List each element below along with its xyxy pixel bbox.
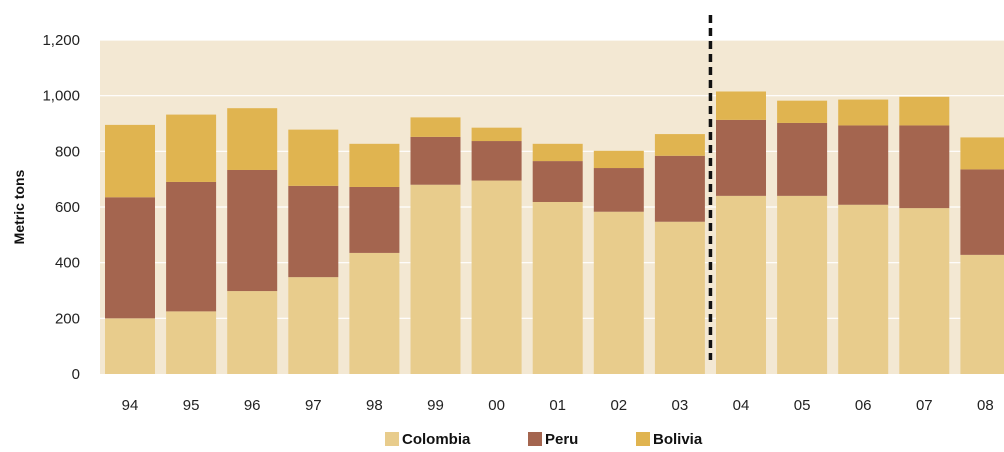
bar-colombia-95 — [166, 311, 217, 374]
bar-bolivia-02 — [593, 150, 644, 169]
bar-colombia-08 — [960, 254, 1004, 374]
bar-bolivia-95 — [166, 114, 217, 182]
legend-label-colombia: Colombia — [402, 431, 471, 448]
bar-colombia-98 — [349, 252, 400, 374]
y-axis-ticks: 0 200 400 600 800 1,000 1,200 — [42, 32, 80, 383]
x-tick-label: 06 — [855, 397, 872, 414]
bar-colombia-02 — [593, 211, 644, 374]
y-tick-label: 400 — [55, 255, 80, 272]
bar-bolivia-99 — [410, 117, 461, 137]
y-tick-label: 600 — [55, 199, 80, 216]
y-tick-label: 800 — [55, 143, 80, 160]
bar-colombia-04 — [716, 195, 766, 374]
bar-colombia-03 — [654, 221, 705, 374]
bar-peru-96 — [227, 169, 278, 292]
bar-peru-03 — [654, 155, 705, 222]
bar-peru-04 — [716, 119, 766, 196]
y-tick-label: 0 — [72, 366, 80, 383]
y-axis-title: Metric tons — [11, 169, 27, 244]
legend-swatch-peru — [528, 432, 542, 446]
x-tick-label: 96 — [244, 397, 261, 414]
bar-colombia-94 — [105, 318, 155, 374]
bar-peru-98 — [349, 186, 400, 253]
bar-colombia-00 — [471, 180, 522, 374]
bar-bolivia-07 — [899, 96, 950, 126]
x-tick-label: 00 — [488, 397, 505, 414]
bar-bolivia-04 — [716, 91, 766, 120]
bar-peru-95 — [166, 181, 217, 312]
bar-bolivia-97 — [288, 129, 339, 186]
bar-peru-01 — [532, 161, 583, 202]
bar-bolivia-98 — [349, 143, 400, 187]
bar-peru-06 — [838, 125, 889, 205]
legend-swatch-bolivia — [636, 432, 650, 446]
bar-bolivia-08 — [960, 137, 1004, 170]
y-tick-label: 200 — [55, 310, 80, 327]
bar-bolivia-03 — [654, 134, 705, 156]
bar-bolivia-96 — [227, 108, 278, 170]
x-tick-label: 08 — [977, 397, 994, 414]
bars — [105, 91, 1004, 374]
bar-peru-99 — [410, 136, 461, 185]
bar-colombia-97 — [288, 277, 339, 374]
bar-colombia-99 — [410, 184, 461, 374]
legend: Colombia Peru Bolivia — [385, 431, 703, 448]
bar-colombia-06 — [838, 204, 889, 374]
x-tick-label: 03 — [672, 397, 689, 414]
bar-bolivia-06 — [838, 99, 889, 126]
y-tick-label: 1,000 — [42, 88, 80, 105]
bar-colombia-96 — [227, 291, 278, 374]
bar-peru-00 — [471, 141, 522, 181]
bar-colombia-05 — [777, 195, 828, 374]
x-tick-label: 07 — [916, 397, 933, 414]
bar-bolivia-00 — [471, 127, 522, 142]
x-tick-label: 01 — [549, 397, 566, 414]
x-tick-label: 05 — [794, 397, 811, 414]
bar-peru-02 — [593, 168, 644, 212]
legend-label-bolivia: Bolivia — [653, 431, 703, 448]
legend-swatch-colombia — [385, 432, 399, 446]
bar-peru-05 — [777, 122, 828, 196]
bar-peru-97 — [288, 185, 339, 278]
x-tick-label: 02 — [610, 397, 627, 414]
legend-label-peru: Peru — [545, 431, 578, 448]
bar-bolivia-94 — [105, 124, 155, 198]
y-tick-label: 1,200 — [42, 32, 80, 49]
bar-colombia-01 — [532, 201, 583, 374]
x-tick-label: 99 — [427, 397, 444, 414]
x-tick-label: 97 — [305, 397, 322, 414]
bar-bolivia-01 — [532, 143, 583, 162]
bar-peru-08 — [960, 169, 1004, 255]
x-tick-label: 04 — [733, 397, 750, 414]
x-tick-label: 95 — [183, 397, 200, 414]
x-tick-label: 98 — [366, 397, 383, 414]
x-axis-ticks: 94 95 96 97 98 99 00 01 02 03 04 05 06 07 08 — [122, 397, 994, 414]
bar-colombia-07 — [899, 208, 950, 374]
x-tick-label: 94 — [122, 397, 139, 414]
bar-peru-94 — [105, 197, 155, 319]
bar-peru-07 — [899, 125, 950, 209]
bar-bolivia-05 — [777, 100, 828, 123]
